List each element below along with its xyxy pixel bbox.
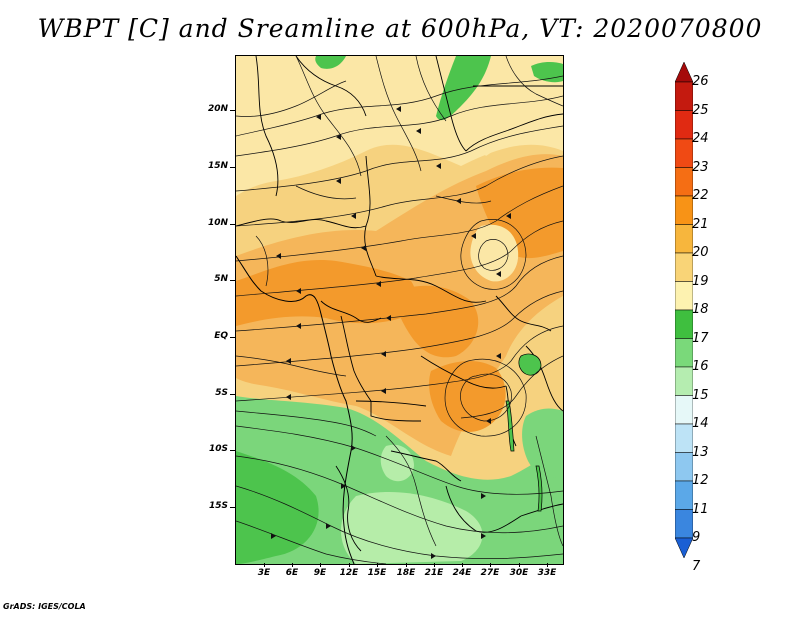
colorbar-label: 19 [692,273,709,289]
lon-label-30e: 30E [509,568,529,578]
lat-label-5s: 5S [215,388,228,398]
colorbar-swatch [675,195,693,225]
colorbar-label: 25 [692,102,709,118]
lat-label-5n: 5N [214,274,228,284]
streamline-arrows [271,106,511,559]
lat-tick [230,394,235,395]
footer-credit: GrADS: IGES/COLA [3,602,86,611]
lat-label-10s: 10S [208,444,228,454]
green-northwest-patch [315,56,346,69]
colorbar-label: 12 [692,473,709,488]
lake-tanganyika [505,400,515,452]
lat-tick [230,167,235,168]
orange-core-west [236,260,417,326]
lat-label-20n: 20N [207,104,228,114]
colorbar-label: 14 [692,416,709,431]
colorbar-swatch [675,480,693,510]
green-northeast-patch [531,61,563,83]
colorbar-label: 18 [692,302,709,317]
lat-tick [230,337,235,338]
green-north-patch [436,56,491,121]
lon-label-27e: 27E [480,568,500,578]
lon-label-33e: 33E [537,568,557,578]
lon-label-9e: 9E [313,568,327,578]
pale-yellow-vortex [470,224,519,282]
colorbar-swatch [675,167,693,197]
lat-tick [230,507,235,508]
chart-title: WBPT [C] and Sreamline at 600hPa, VT: 20… [37,14,763,43]
lon-tick [377,563,378,567]
lat-label-10n: 10N [207,218,228,228]
lat-tick [230,110,235,111]
colorbar-swatch [675,423,693,453]
colorbar-swatch [675,366,693,396]
colorbar-legend [675,62,693,558]
colorbar-label: 17 [692,330,709,346]
colorbar-label: 16 [692,359,709,374]
lon-label-15e: 15E [367,568,387,578]
colorbar-label: 13 [692,444,709,460]
green-east-coast [522,408,563,478]
colorbar-swatch [675,62,693,83]
lon-tick [406,563,407,567]
lon-label-18e: 18E [396,568,416,578]
lat-tick [230,450,235,451]
lon-label-12e: 12E [339,568,359,578]
colorbar-swatch [675,138,693,168]
lon-tick [434,563,435,567]
colorbar-label: 20 [692,245,709,260]
colorbar-label: 7 [692,558,701,574]
colorbar-swatch [675,281,693,311]
lon-label-6e: 6E [285,568,299,578]
lat-label-15s: 15S [208,501,228,511]
colorbar-swatch [675,452,693,482]
colorbar-swatch [675,537,693,558]
lat-label-eq: EQ [214,331,228,341]
lon-tick [519,563,520,567]
streamlines [236,56,563,564]
lon-tick [349,563,350,567]
colorbar-label: 23 [692,159,709,175]
lake-victoria [518,353,542,376]
lon-tick [547,563,548,567]
lon-label-3e: 3E [257,568,271,578]
colorbar-swatch [675,252,693,282]
colorbar-swatch [675,110,693,140]
lon-label-24e: 24E [452,568,472,578]
lon-label-21e: 21E [424,568,444,578]
lat-label-15n: 15N [207,161,228,171]
colorbar-label: 22 [692,188,709,203]
lake-malawi [535,465,543,512]
colorbar-swatch [675,338,693,368]
lon-tick [292,563,293,567]
colorbar-swatch [675,224,693,254]
colorbar-swatch [675,395,693,425]
lat-tick [230,224,235,225]
lon-tick [320,563,321,567]
colorbar-label: 21 [692,216,709,232]
colorbar-swatch [675,309,693,339]
colorbar-label: 11 [692,501,709,517]
colorbar-label: 9 [692,530,701,545]
light-green-south-central [341,491,483,564]
colorbar-swatch [675,81,693,111]
map-panel [235,55,564,565]
colorbar-label: 26 [692,74,709,89]
orange-core-central [395,285,479,358]
mid-green-southwest [236,451,319,564]
colorbar-swatch [675,509,693,539]
coastline [236,255,355,564]
lat-tick [230,280,235,281]
lon-tick [264,563,265,567]
colorbar-label: 24 [692,131,709,146]
wbpt-map [236,56,563,564]
colorbar-label: 15 [692,387,709,403]
lon-tick [490,563,491,567]
lon-tick [462,563,463,567]
